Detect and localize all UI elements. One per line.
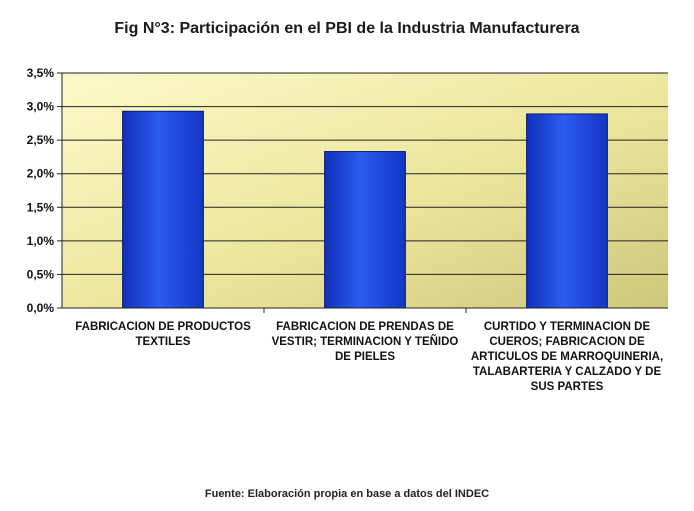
y-tick-label: 2,5% xyxy=(27,133,55,147)
y-tick-label: 1,5% xyxy=(27,200,55,214)
y-tick-label: 3,5% xyxy=(27,66,55,80)
y-tick-label: 3,0% xyxy=(27,100,55,114)
bar xyxy=(122,110,204,309)
y-tick-label: 1,0% xyxy=(27,234,55,248)
source-note: Fuente: Elaboración propia en base a dat… xyxy=(204,488,490,500)
chart-title: Fig N°3: Participación en el PBI de la I… xyxy=(114,20,580,37)
x-category-label: CURTIDO Y TERMINACION DE CUEROS; FABRICA… xyxy=(470,321,664,393)
x-category-label: FABRICACION DE PRODUCTOS TEXTILES xyxy=(75,321,251,348)
bar xyxy=(324,151,406,309)
y-tick-label: 0,5% xyxy=(27,267,55,281)
bar xyxy=(526,113,608,309)
y-tick-label: 0,0% xyxy=(27,301,55,315)
y-tick-label: 2,0% xyxy=(27,167,55,181)
x-category-label: FABRICACION DE PRENDAS DE VESTIR; TERMIN… xyxy=(271,321,459,363)
